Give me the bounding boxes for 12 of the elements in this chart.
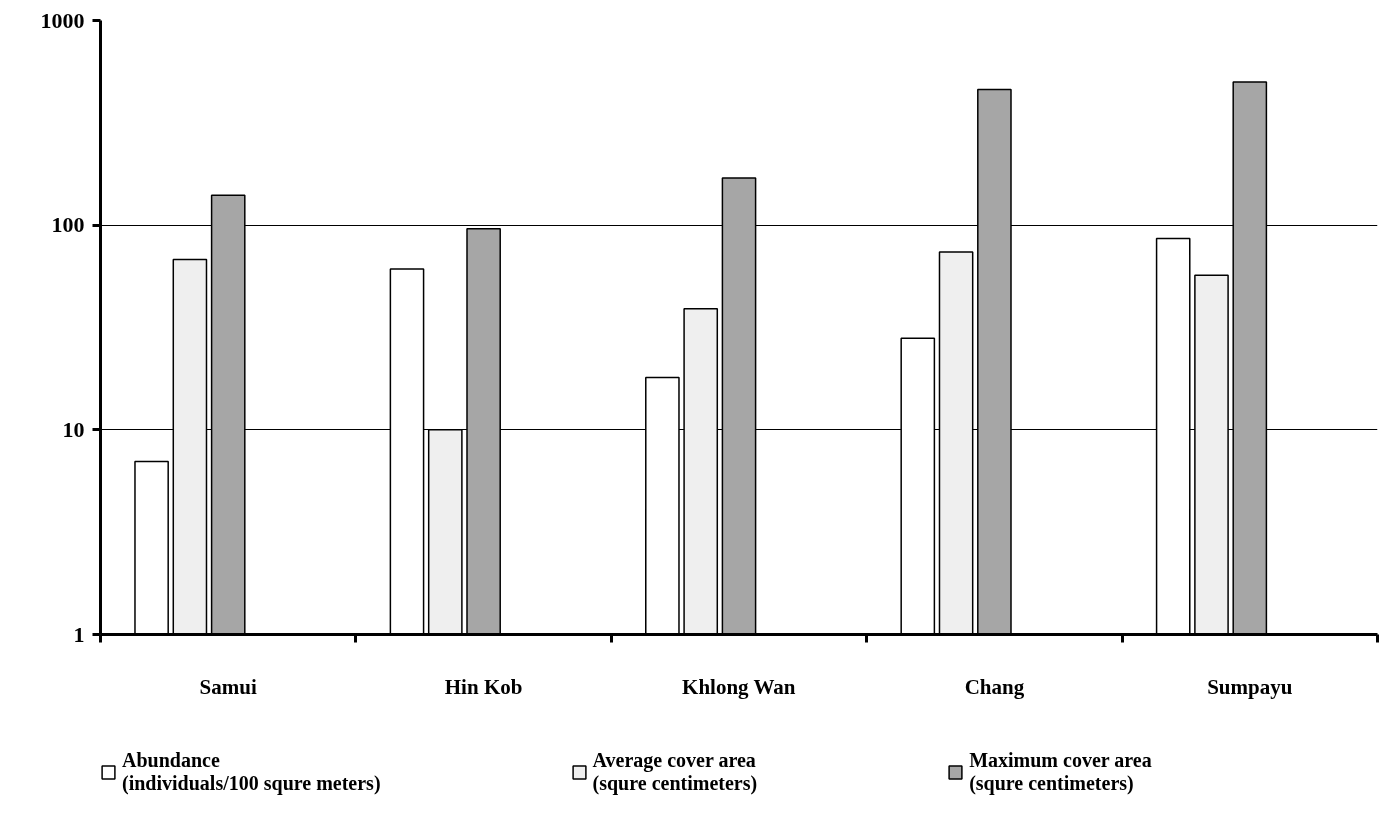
- legend-label: Maximum cover area (squre centimeters): [969, 749, 1152, 795]
- x-tick-label: Samui: [199, 674, 257, 699]
- legend-label: Average cover area (squre centimeters): [592, 749, 758, 795]
- legend-label: Abundance (individuals/100 squre meters): [122, 749, 381, 795]
- y-tick-label: 100: [51, 212, 85, 238]
- x-tick-label: Sumpayu: [1207, 674, 1293, 699]
- y-tick-label: 10: [62, 416, 85, 442]
- y-tick-label: 1000: [40, 7, 85, 33]
- x-tick-label: Chang: [964, 674, 1025, 699]
- y-tick-label: 1: [73, 621, 85, 647]
- x-tick-label: Hin Kob: [444, 674, 523, 699]
- x-tick-label: Khlong Wan: [682, 674, 796, 699]
